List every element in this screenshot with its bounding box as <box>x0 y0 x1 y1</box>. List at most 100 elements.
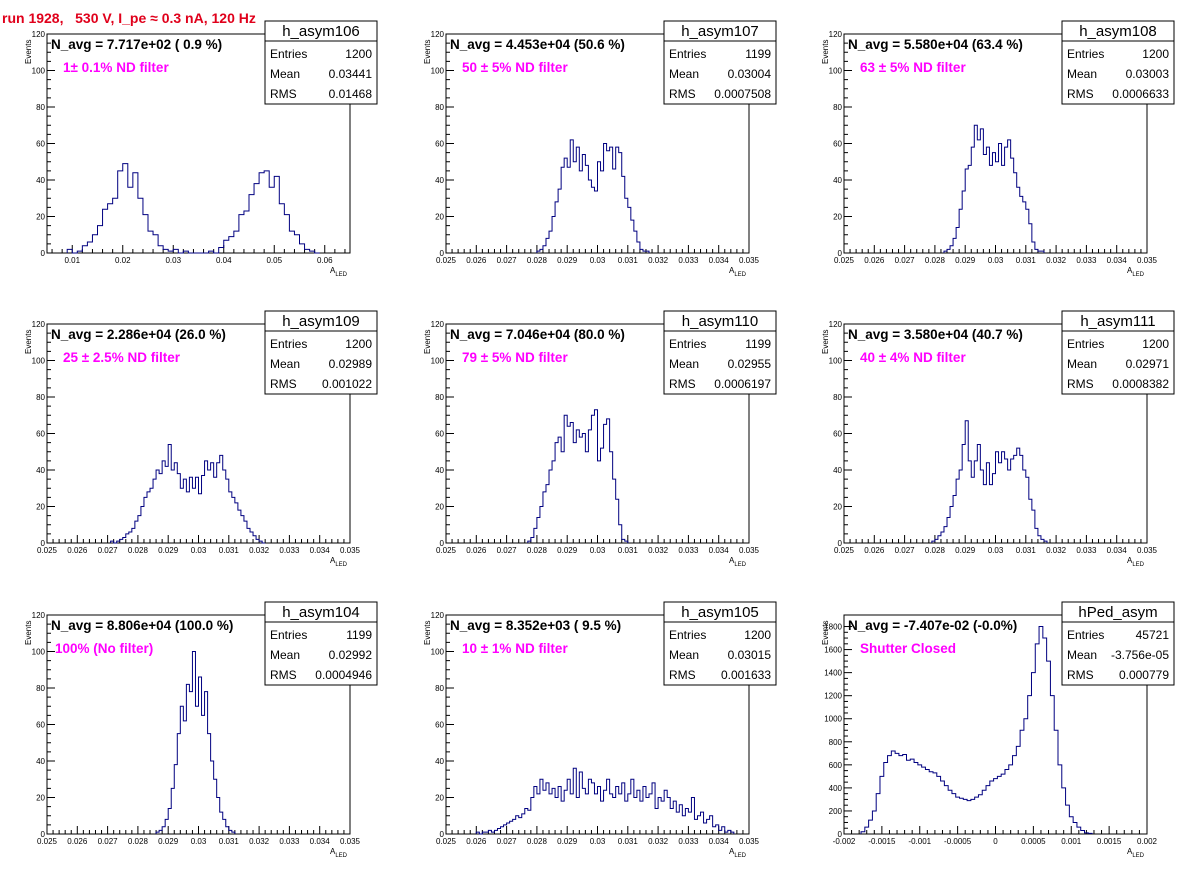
histogram-name: h_asym106 <box>282 23 360 40</box>
histogram-bin <box>933 773 937 834</box>
stats-label-rms: RMS <box>1067 668 1094 682</box>
x-tick-label: -0.002 <box>833 837 856 846</box>
y-tick-label: 800 <box>829 738 843 747</box>
x-tick-label: 0.025 <box>436 837 457 846</box>
x-tick-label: 0.0015 <box>1097 837 1122 846</box>
histogram-bin <box>274 176 279 253</box>
histogram-panel-h_asym108: 0 20 40 60 80 100 120 0.025 0.026 0.027 0.028 0.029… <box>821 20 1175 278</box>
histogram-bin <box>601 448 604 543</box>
histogram-bin <box>952 794 956 834</box>
histogram-bin <box>570 794 573 834</box>
histogram-bin <box>234 231 239 253</box>
x-tick-label: 0.025 <box>834 256 855 265</box>
stats-label-mean: Mean <box>1067 648 1097 662</box>
x-axis-label-sub: LED <box>1132 562 1144 568</box>
stats-label-entries: Entries <box>1067 628 1104 642</box>
histogram-bin <box>202 715 205 834</box>
x-tick-label: 0.026 <box>67 546 88 555</box>
histogram-bin <box>543 790 546 834</box>
stats-value-mean: 0.02971 <box>1126 357 1170 371</box>
y-tick-label: 100 <box>431 67 445 76</box>
x-tick-label: 0.001 <box>1061 837 1082 846</box>
x-axis-label-sub: LED <box>1132 853 1144 859</box>
histogram-bin <box>649 794 652 834</box>
histogram-bin <box>895 753 899 834</box>
y-tick-label: 20 <box>435 503 444 512</box>
x-tick-label: 0.031 <box>618 546 639 555</box>
x-tick-label: 0.032 <box>249 837 270 846</box>
y-tick-label: 20 <box>833 503 842 512</box>
stats-box: h_asym109 Entries 1200 Mean 0.02989 RMS 0.0010… <box>264 310 378 395</box>
stats-value-entries: 1200 <box>1142 47 1169 61</box>
histogram-name: h_asym104 <box>282 604 360 621</box>
stats-label-mean: Mean <box>669 648 699 662</box>
histogram-bin <box>989 485 992 543</box>
stats-label-entries: Entries <box>669 628 706 642</box>
x-tick-label: 0.05 <box>266 256 282 265</box>
filter-note: 40 ± 4% ND filter <box>860 350 966 365</box>
histogram-bin <box>613 169 616 253</box>
x-tick-label: 0.032 <box>1046 546 1067 555</box>
x-tick-label: 0.035 <box>340 837 361 846</box>
histogram-name: h_asym110 <box>682 313 758 330</box>
stats-box-frame <box>264 601 378 686</box>
stats-value-rms: 0.0004946 <box>315 668 372 682</box>
histogram-bin <box>223 470 226 543</box>
x-tick-label: 0.03 <box>988 546 1004 555</box>
histogram-bin <box>156 470 159 543</box>
stats-box-frame <box>663 310 777 395</box>
histogram-bin <box>948 790 952 834</box>
histogram-bin <box>899 756 903 834</box>
x-tick-label: 0.027 <box>98 837 119 846</box>
x-tick-label: 0.06 <box>317 256 333 265</box>
histogram-bin <box>1008 470 1011 543</box>
stats-box: h_asym111 Entries 1200 Mean 0.02971 RMS 0.0008… <box>1061 310 1175 395</box>
y-tick-label: 0 <box>41 249 46 258</box>
x-tick-label: 0.026 <box>466 256 487 265</box>
histogram-bin <box>910 759 914 834</box>
histogram-bin <box>264 171 269 253</box>
y-tick-label: 40 <box>833 466 842 475</box>
histogram-bin <box>1043 638 1047 834</box>
histogram-bin <box>607 151 610 253</box>
x-axis-label: ALED <box>330 556 348 568</box>
histogram-bin <box>613 798 616 835</box>
stats-label-mean: Mean <box>1067 357 1097 371</box>
x-tick-label: 0.035 <box>340 546 361 555</box>
x-tick-label: 0.03 <box>590 546 606 555</box>
histogram-bin <box>150 488 153 543</box>
y-tick-label: 0 <box>440 249 445 258</box>
navg-label: N_avg = 2.286e+04 (26.0 %) <box>51 327 226 342</box>
stats-label-entries: Entries <box>270 337 307 351</box>
y-tick-label: 0 <box>838 830 843 839</box>
histogram-series-h_asym107 <box>536 139 650 253</box>
x-tick-label: 0.033 <box>678 837 699 846</box>
histogram-bin <box>1047 661 1051 834</box>
y-tick-label: 120 <box>431 611 445 620</box>
histogram-name: h_asym107 <box>681 23 759 40</box>
histogram-bin <box>975 797 979 834</box>
histogram-bin <box>978 795 982 834</box>
histogram-bin <box>996 162 999 253</box>
histogram-bin <box>903 754 907 834</box>
histogram-bin <box>888 756 892 834</box>
x-tick-label: 0.027 <box>497 546 518 555</box>
stats-label-rms: RMS <box>1067 87 1094 101</box>
histogram-bin <box>944 786 948 834</box>
x-tick-label: 0.03 <box>988 256 1004 265</box>
filter-note: 100% (No filter) <box>55 641 153 656</box>
y-tick-label: 120 <box>431 30 445 39</box>
histogram-bin <box>1020 730 1024 834</box>
x-tick-label: -0.0005 <box>944 837 972 846</box>
histogram-bin <box>1035 644 1039 834</box>
histogram-bin <box>171 470 174 543</box>
filter-note: Shutter Closed <box>860 641 956 656</box>
x-axis-label: ALED <box>729 847 747 859</box>
histogram-bin <box>567 426 570 543</box>
histogram-bin <box>997 776 1001 834</box>
y-tick-label: 80 <box>435 393 444 402</box>
x-tick-label: 0.033 <box>678 546 699 555</box>
stats-label-entries: Entries <box>669 337 706 351</box>
x-axis-label: ALED <box>729 266 747 278</box>
y-tick-label: 1600 <box>824 646 842 655</box>
